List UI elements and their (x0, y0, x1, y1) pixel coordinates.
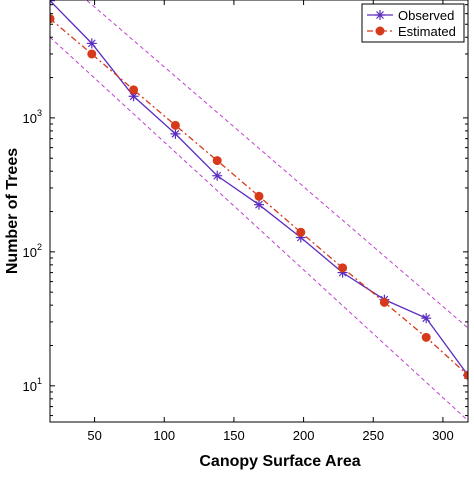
x-axis: 50 100 150 200 250 300 (87, 0, 454, 443)
data-point-estimated-8 (338, 263, 348, 273)
legend-marker (375, 26, 385, 36)
data-point-estimated-10 (421, 332, 431, 342)
data-point-observed-4 (170, 128, 181, 139)
data-point-estimated-3 (129, 85, 139, 95)
data-point-observed-2 (86, 38, 97, 49)
data-point-estimated-11 (463, 370, 468, 380)
data-point-estimated-4 (170, 120, 180, 130)
x-tick-label: 300 (432, 428, 454, 443)
x-tick-label: 100 (153, 428, 175, 443)
bounds-layer (50, 0, 468, 421)
legend-label: Estimated (398, 24, 456, 39)
data-point-observed-10 (421, 313, 432, 324)
y-axis: 101 102 103 (23, 4, 468, 417)
data-point-estimated-5 (212, 156, 222, 166)
legend-item-observed: Observed (367, 8, 454, 23)
data-point-estimated-7 (296, 227, 306, 237)
plot-frame (49, 0, 469, 423)
legend-marker (375, 10, 385, 20)
y-tick-label: 103 (23, 108, 42, 126)
data-point-observed-5 (212, 170, 223, 181)
data-point-estimated-9 (379, 297, 389, 307)
x-axis-label: Canopy Surface Area (199, 453, 360, 470)
series-layer (50, 0, 468, 381)
legend-box (361, 3, 465, 43)
data-point-estimated-2 (87, 49, 97, 59)
data-point-estimated-1 (50, 14, 55, 24)
bound-line-1 (85, 0, 468, 329)
legend-label: Observed (398, 8, 454, 23)
y-tick-label: 102 (23, 242, 42, 260)
data-point-observed-6 (254, 199, 264, 210)
data-point-observed-1 (50, 0, 55, 6)
bound-line-2 (50, 36, 468, 421)
x-tick-label: 150 (223, 428, 245, 443)
y-tick-label: 101 (23, 376, 42, 394)
legend-item-estimated: Estimated (367, 24, 456, 39)
data-point-estimated-6 (254, 191, 264, 201)
x-tick-label: 200 (293, 428, 315, 443)
y-axis-label: Number of Trees (4, 148, 21, 274)
x-tick-label: 250 (362, 428, 384, 443)
x-tick-label: 50 (87, 428, 101, 443)
